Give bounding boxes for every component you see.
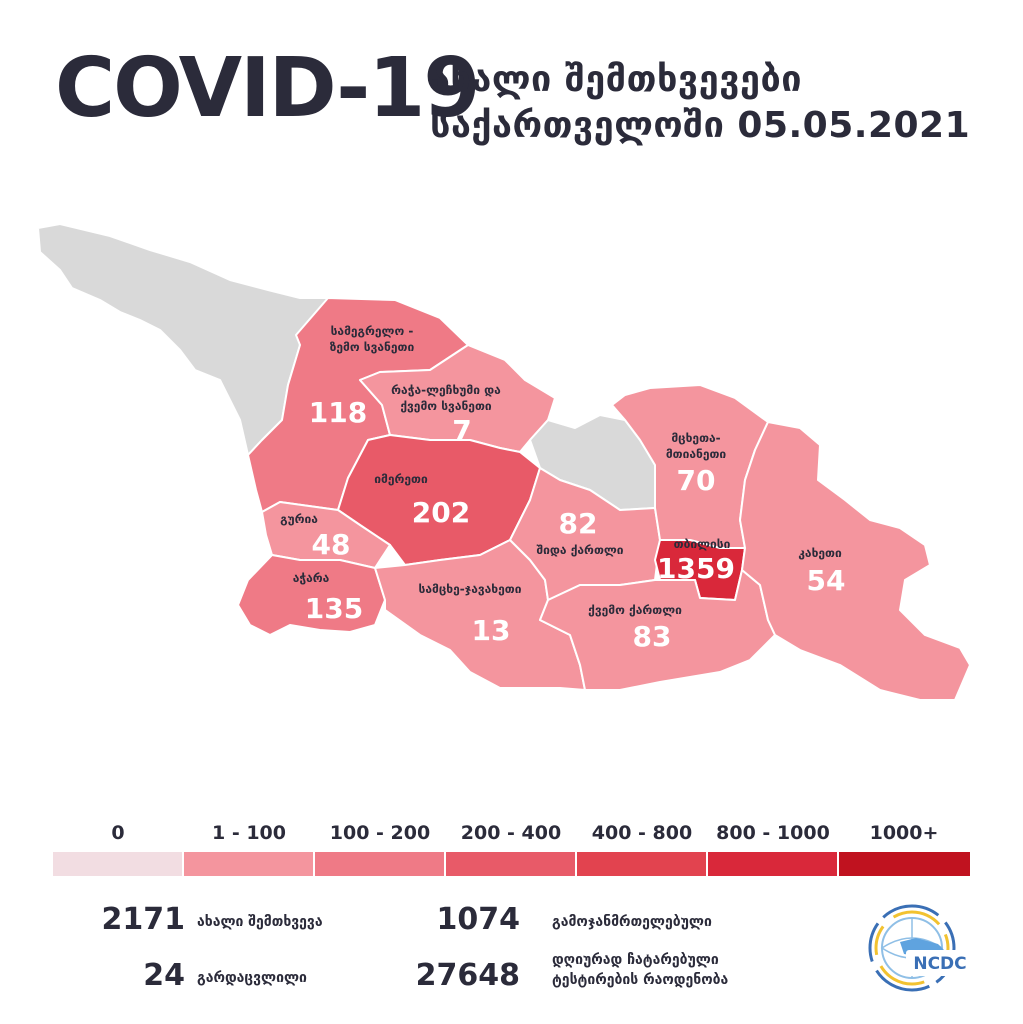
- region-label-adjara: აჭარა: [293, 571, 330, 585]
- page-title: COVID-19: [55, 41, 480, 136]
- region-label-samtskhe: სამცხე-ჯავახეთი: [419, 582, 522, 596]
- legend-swatch-0: [53, 852, 182, 876]
- stat-deaths-value: 24: [143, 958, 185, 993]
- stat-recovered-label: გამოჯანმრთელებული: [552, 914, 712, 930]
- legend-label-1: 1 - 100: [212, 822, 286, 844]
- region-value-samegrelo: 118: [309, 396, 367, 429]
- legend-label-3: 200 - 400: [460, 822, 562, 844]
- page-subtitle-line1: ახალი შემთხვევები: [430, 59, 803, 100]
- stat-tests-label: დღიურად ჩატარებული ტესტირების რაოდენობა: [552, 950, 728, 991]
- legend-swatch-4: [577, 852, 706, 876]
- region-value-mtskheta: 70: [677, 464, 716, 497]
- region-value-samtskhe: 13: [472, 614, 511, 647]
- region-label-samegrelo: ზემო სვანეთი: [330, 340, 415, 354]
- stat-tests-label-line1: დღიურად ჩატარებული: [552, 952, 719, 968]
- region-label-racha: რაჭა-ლეჩხუმი და: [391, 383, 501, 397]
- region-value-kvemo-kartli: 83: [633, 620, 672, 653]
- region-value-tbilisi: 1359: [657, 552, 735, 585]
- region-value-imereti: 202: [412, 496, 470, 529]
- ncdc-logo-text: NCDC: [913, 954, 966, 974]
- legend-swatch-5: [708, 852, 837, 876]
- region-label-imereti: იმერეთი: [374, 472, 428, 486]
- region-value-racha: 7: [452, 414, 471, 447]
- legend-label-4: 400 - 800: [591, 822, 693, 844]
- stat-deaths-label: გარდაცვლილი: [197, 970, 307, 986]
- region-label-samegrelo: სამეგრელო -: [331, 324, 414, 338]
- legend-label-0: 0: [111, 822, 125, 844]
- region-label-guria: გურია: [280, 512, 318, 526]
- region-value-shida-kartli: 82: [559, 507, 598, 540]
- region-label-racha: ქვემო სვანეთი: [400, 399, 492, 413]
- legend-label-2: 100 - 200: [329, 822, 431, 844]
- region-label-kakheti: კახეთი: [798, 546, 842, 560]
- region-label-mtskheta: მთიანეთი: [666, 447, 727, 461]
- stat-new-cases-value: 2171: [101, 902, 186, 937]
- stat-recovered-value: 1074: [436, 902, 521, 937]
- stat-new-cases-label: ახალი შემთხვევა: [197, 914, 323, 930]
- legend-swatch-1: [184, 852, 313, 876]
- legend-label-5: 800 - 1000: [716, 822, 830, 844]
- page-subtitle-line2: საქართველოში 05.05.2021: [430, 105, 971, 146]
- region-value-adjara: 135: [305, 592, 363, 625]
- ncdc-logo: NCDC: [868, 904, 974, 992]
- region-label-kvemo-kartli: ქვემო ქართლი: [588, 603, 682, 617]
- stat-tests-value: 27648: [415, 958, 520, 993]
- region-value-guria: 48: [312, 528, 351, 561]
- legend-swatch-2: [315, 852, 444, 876]
- region-label-mtskheta: მცხეთა-: [671, 431, 720, 445]
- region-label-tbilisi: თბილისი: [674, 537, 731, 551]
- region-label-shida-kartli: შიდა ქართლი: [536, 543, 623, 557]
- region-value-kakheti: 54: [807, 564, 846, 597]
- region-kakheti[interactable]: [739, 421, 971, 701]
- legend-swatch-6: [839, 852, 970, 876]
- region-adjara[interactable]: [237, 554, 386, 636]
- stat-tests-label-line2: ტესტირების რაოდენობა: [552, 972, 729, 989]
- legend-label-6: 1000+: [869, 822, 939, 844]
- legend-swatch-3: [446, 852, 575, 876]
